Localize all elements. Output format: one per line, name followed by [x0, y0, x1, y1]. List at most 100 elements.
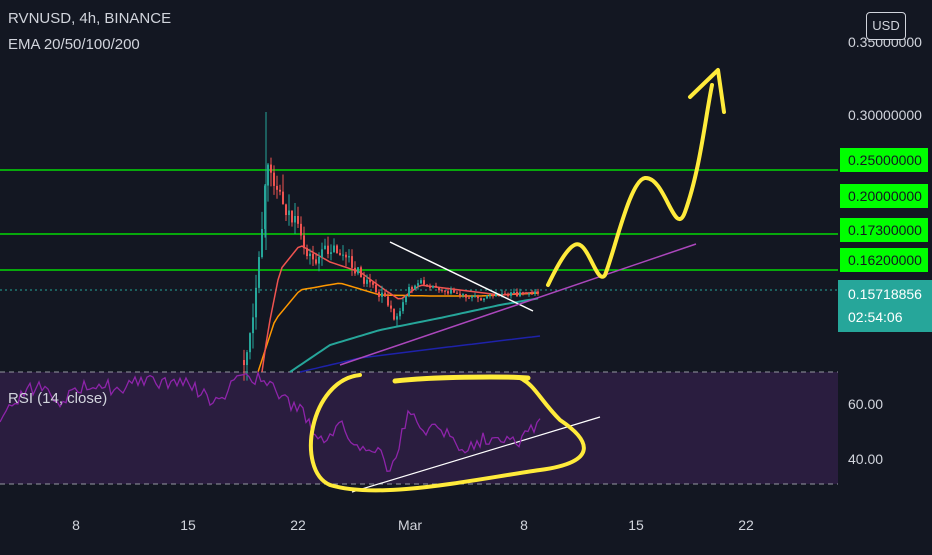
candle-body	[345, 254, 347, 258]
candle-body	[318, 256, 320, 264]
price-level-label: 0.20000000	[848, 188, 922, 204]
ascending-trendline	[339, 243, 697, 366]
candle-body	[336, 245, 338, 254]
ema-200-line	[299, 335, 541, 373]
candle-body	[330, 252, 332, 254]
candle-body	[264, 185, 266, 229]
candle-body	[300, 223, 302, 236]
price-level-label-bg	[840, 148, 928, 172]
candle-body	[378, 292, 380, 297]
candle-body	[261, 228, 263, 258]
candle-body	[366, 279, 368, 284]
rsi-trendline	[351, 416, 601, 493]
candle-body	[495, 293, 497, 297]
candle-body	[324, 245, 326, 250]
candle-body	[348, 256, 350, 258]
candle-body	[444, 290, 446, 292]
rsi-axis-tick-label: 60.00	[848, 396, 883, 412]
symbol-legend: RVNUSD, 4h, BINANCE	[8, 10, 172, 27]
currency-button[interactable]: USD	[866, 12, 906, 40]
candle-body	[483, 298, 485, 301]
candle-body	[447, 291, 449, 294]
x-axis-tick-label: 15	[628, 517, 644, 533]
candle-body	[450, 289, 452, 294]
candle-body	[504, 293, 506, 296]
candle-body	[522, 292, 524, 294]
x-axis-tick-label: 22	[738, 517, 754, 533]
candle-body	[492, 294, 494, 297]
candle-body	[453, 289, 455, 293]
candle-body	[399, 311, 401, 317]
candle-body	[414, 285, 416, 290]
candle-body	[267, 164, 269, 186]
candle-body	[354, 267, 356, 274]
ema-50-line	[257, 282, 539, 373]
yellow-highlight-stroke	[392, 374, 531, 384]
candle-body	[486, 295, 488, 299]
candle-body	[384, 292, 386, 297]
candle-body	[408, 287, 410, 297]
x-axis-tick-label: 15	[180, 517, 196, 533]
candle-body	[456, 292, 458, 294]
candle-body	[468, 297, 470, 299]
candle-body	[297, 216, 299, 224]
yellow-forecast-arrow	[546, 83, 714, 287]
rsi-axis-tick-label: 40.00	[848, 451, 883, 467]
candle-body	[528, 293, 530, 295]
candle-body	[387, 296, 389, 306]
candle-body	[282, 191, 284, 205]
candle-body	[390, 305, 392, 309]
candle-body	[276, 185, 278, 190]
ema-legend: EMA 20/50/100/200	[8, 36, 140, 53]
price-level-label-bg	[840, 218, 928, 242]
candle-body	[501, 293, 503, 295]
candle-body	[372, 282, 374, 285]
ema-100-line	[289, 297, 539, 373]
candle-body	[516, 291, 518, 297]
descending-trendline	[389, 241, 534, 312]
candles-group	[243, 112, 539, 381]
candle-body	[351, 256, 353, 268]
candle-body	[513, 291, 515, 293]
candle-body	[369, 279, 371, 283]
candle-body	[426, 284, 428, 287]
candle-body	[291, 210, 293, 223]
candle-body	[327, 245, 329, 254]
candle-body	[480, 298, 482, 301]
candle-body	[477, 295, 479, 299]
candle-body	[288, 210, 290, 216]
candle-body	[429, 286, 431, 288]
yellow-rsi-circle	[308, 373, 586, 493]
candle-body	[402, 302, 404, 312]
candle-body	[303, 235, 305, 249]
candle-body	[531, 293, 533, 295]
candle-body	[306, 248, 308, 257]
candle-body	[363, 277, 365, 284]
candle-body	[465, 294, 467, 298]
candle-body	[294, 216, 296, 223]
candle-body	[393, 308, 395, 320]
candle-body	[375, 284, 377, 293]
price-level-label: 0.25000000	[848, 152, 922, 168]
x-axis-tick-label: 8	[520, 517, 528, 533]
candle-body	[273, 172, 275, 186]
candle-body	[507, 295, 509, 297]
candle-body	[474, 295, 476, 297]
rsi-legend: RSI (14, close)	[8, 390, 108, 407]
candle-body	[279, 189, 281, 192]
candle-body	[423, 280, 425, 285]
candle-body	[381, 292, 383, 297]
x-axis-tick-label: 8	[72, 517, 80, 533]
x-axis-tick-label: 22	[290, 517, 306, 533]
candle-body	[537, 291, 539, 294]
price-level-label-bg	[840, 248, 928, 272]
current-price-label: 0.15718856	[848, 286, 922, 302]
candle-body	[249, 333, 251, 353]
candle-body	[471, 296, 473, 298]
y-axis-tick-label: 0.30000000	[848, 107, 922, 123]
price-level-label: 0.16200000	[848, 252, 922, 268]
candle-body	[339, 253, 341, 255]
candle-body	[315, 259, 317, 264]
